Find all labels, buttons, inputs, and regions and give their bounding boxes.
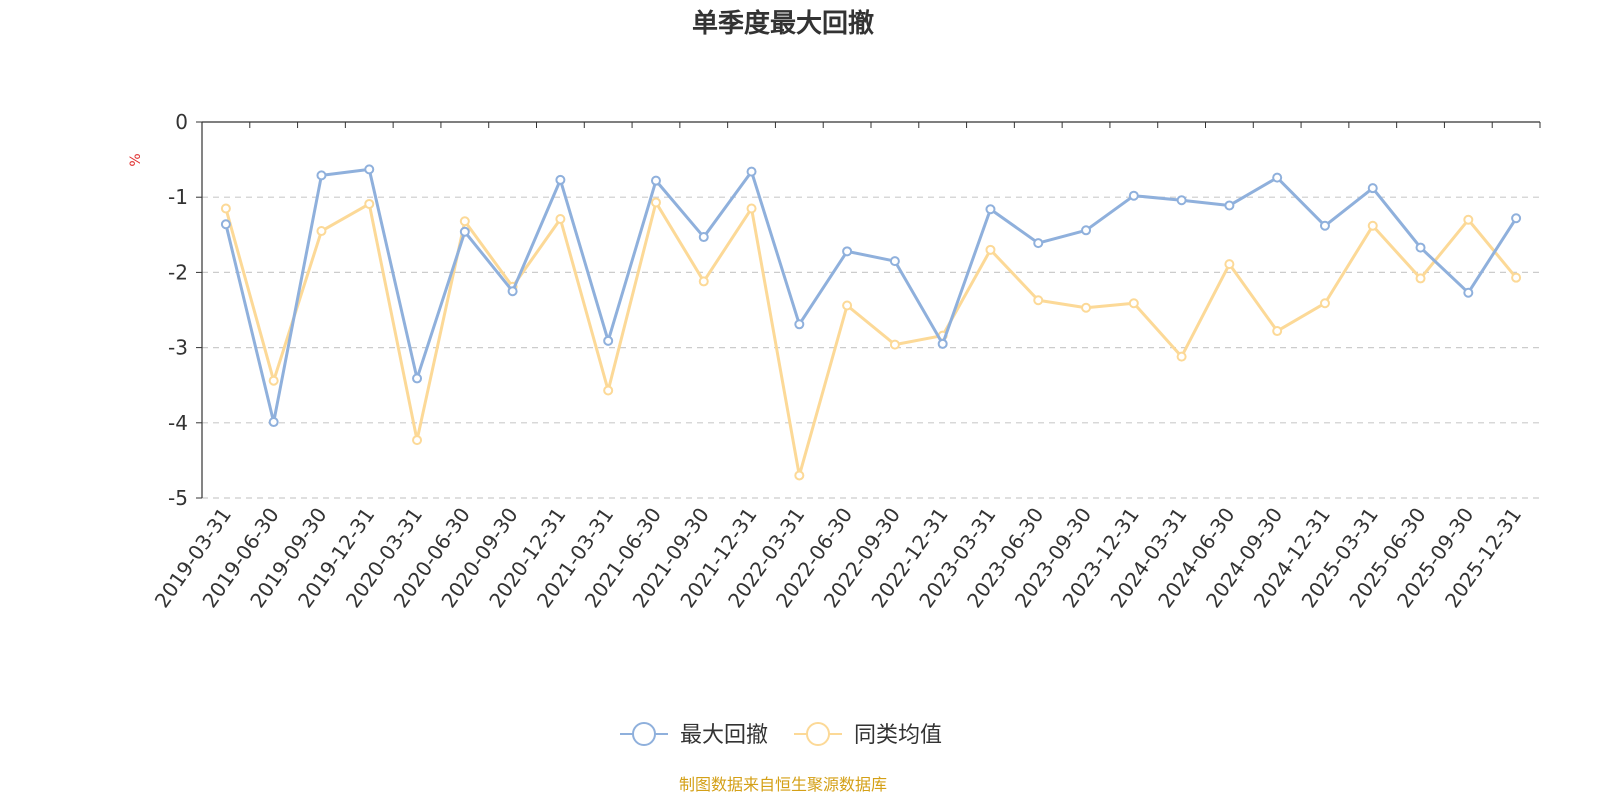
data-point-peer-average[interactable] — [1367, 220, 1378, 231]
data-point-max-drawdown[interactable] — [220, 219, 231, 230]
legend-marker-peer-average — [806, 722, 830, 746]
data-point-peer-average[interactable] — [1272, 326, 1283, 337]
series-line-peer-average — [224, 200, 1518, 477]
data-point-max-drawdown[interactable] — [459, 226, 470, 237]
grid-lines — [202, 196, 1540, 499]
data-point-peer-average[interactable] — [698, 276, 709, 287]
y-tick-label: -3 — [168, 336, 188, 360]
data-point-max-drawdown[interactable] — [1224, 200, 1235, 211]
data-point-peer-average[interactable] — [1128, 298, 1139, 309]
legend[interactable]: 最大回撤 同类均值 — [620, 722, 942, 748]
data-point-max-drawdown[interactable] — [842, 246, 853, 257]
y-tick-label: -5 — [168, 486, 188, 510]
data-point-max-drawdown[interactable] — [412, 373, 423, 384]
data-point-peer-average[interactable] — [985, 244, 996, 255]
data-point-peer-average[interactable] — [889, 339, 900, 350]
y-tick-label: 0 — [175, 110, 188, 134]
axes: 0-1-2-3-4-52019-03-312019-06-302019-09-3… — [150, 110, 1541, 612]
data-point-max-drawdown[interactable] — [1128, 190, 1139, 201]
data-point-max-drawdown[interactable] — [794, 319, 805, 330]
legend-item-max-drawdown[interactable]: 最大回撤 — [620, 722, 768, 748]
data-point-peer-average[interactable] — [364, 198, 375, 209]
legend-label-peer-average: 同类均值 — [854, 723, 942, 748]
data-point-peer-average[interactable] — [1319, 298, 1330, 309]
data-point-max-drawdown[interactable] — [650, 175, 661, 186]
data-point-peer-average[interactable] — [316, 226, 327, 237]
data-point-max-drawdown[interactable] — [1415, 242, 1426, 253]
data-point-max-drawdown[interactable] — [555, 174, 566, 185]
data-point-peer-average[interactable] — [746, 203, 757, 214]
data-point-max-drawdown[interactable] — [1463, 287, 1474, 298]
series-line-max-drawdown — [224, 167, 1518, 424]
series-max-drawdown — [220, 164, 1522, 428]
data-point-peer-average[interactable] — [1033, 295, 1044, 306]
y-axis-unit: % — [128, 153, 144, 166]
data-point-peer-average[interactable] — [1176, 351, 1187, 362]
legend-label-max-drawdown: 最大回撤 — [680, 723, 768, 748]
data-point-peer-average[interactable] — [794, 470, 805, 481]
data-point-peer-average[interactable] — [842, 300, 853, 311]
legend-item-peer-average[interactable]: 同类均值 — [794, 722, 942, 748]
data-point-peer-average[interactable] — [412, 435, 423, 446]
data-point-max-drawdown[interactable] — [1081, 225, 1092, 236]
data-point-max-drawdown[interactable] — [364, 164, 375, 175]
data-point-max-drawdown[interactable] — [1176, 195, 1187, 206]
data-point-peer-average[interactable] — [1511, 272, 1522, 283]
data-point-peer-average[interactable] — [220, 203, 231, 214]
data-point-max-drawdown[interactable] — [603, 335, 614, 346]
y-tick-label: -4 — [168, 411, 188, 435]
data-point-max-drawdown[interactable] — [698, 232, 709, 243]
y-tick-label: -1 — [168, 185, 188, 209]
series-lines — [220, 164, 1522, 481]
data-point-max-drawdown[interactable] — [889, 256, 900, 267]
data-point-max-drawdown[interactable] — [507, 286, 518, 297]
data-point-peer-average[interactable] — [1224, 259, 1235, 270]
legend-marker-max-drawdown — [632, 722, 656, 746]
data-point-peer-average[interactable] — [459, 216, 470, 227]
data-point-peer-average[interactable] — [268, 375, 279, 386]
data-point-max-drawdown[interactable] — [937, 338, 948, 349]
series-peer-average — [220, 197, 1522, 481]
data-point-max-drawdown[interactable] — [746, 166, 757, 177]
data-point-peer-average[interactable] — [1463, 214, 1474, 225]
data-point-max-drawdown[interactable] — [1033, 238, 1044, 249]
data-point-peer-average[interactable] — [555, 214, 566, 225]
data-point-max-drawdown[interactable] — [1367, 183, 1378, 194]
y-tick-label: -2 — [168, 260, 188, 284]
data-point-peer-average[interactable] — [1081, 302, 1092, 313]
data-point-max-drawdown[interactable] — [268, 417, 279, 428]
chart-title: 单季度最大回撤 — [692, 8, 874, 39]
data-point-max-drawdown[interactable] — [1319, 220, 1330, 231]
data-point-max-drawdown[interactable] — [985, 204, 996, 215]
data-point-max-drawdown[interactable] — [1511, 213, 1522, 224]
data-point-max-drawdown[interactable] — [316, 170, 327, 181]
data-point-peer-average[interactable] — [650, 197, 661, 208]
data-source-note: 制图数据来自恒生聚源数据库 — [679, 775, 887, 794]
data-point-peer-average[interactable] — [1415, 273, 1426, 284]
data-point-peer-average[interactable] — [603, 385, 614, 396]
data-point-max-drawdown[interactable] — [1272, 172, 1283, 183]
